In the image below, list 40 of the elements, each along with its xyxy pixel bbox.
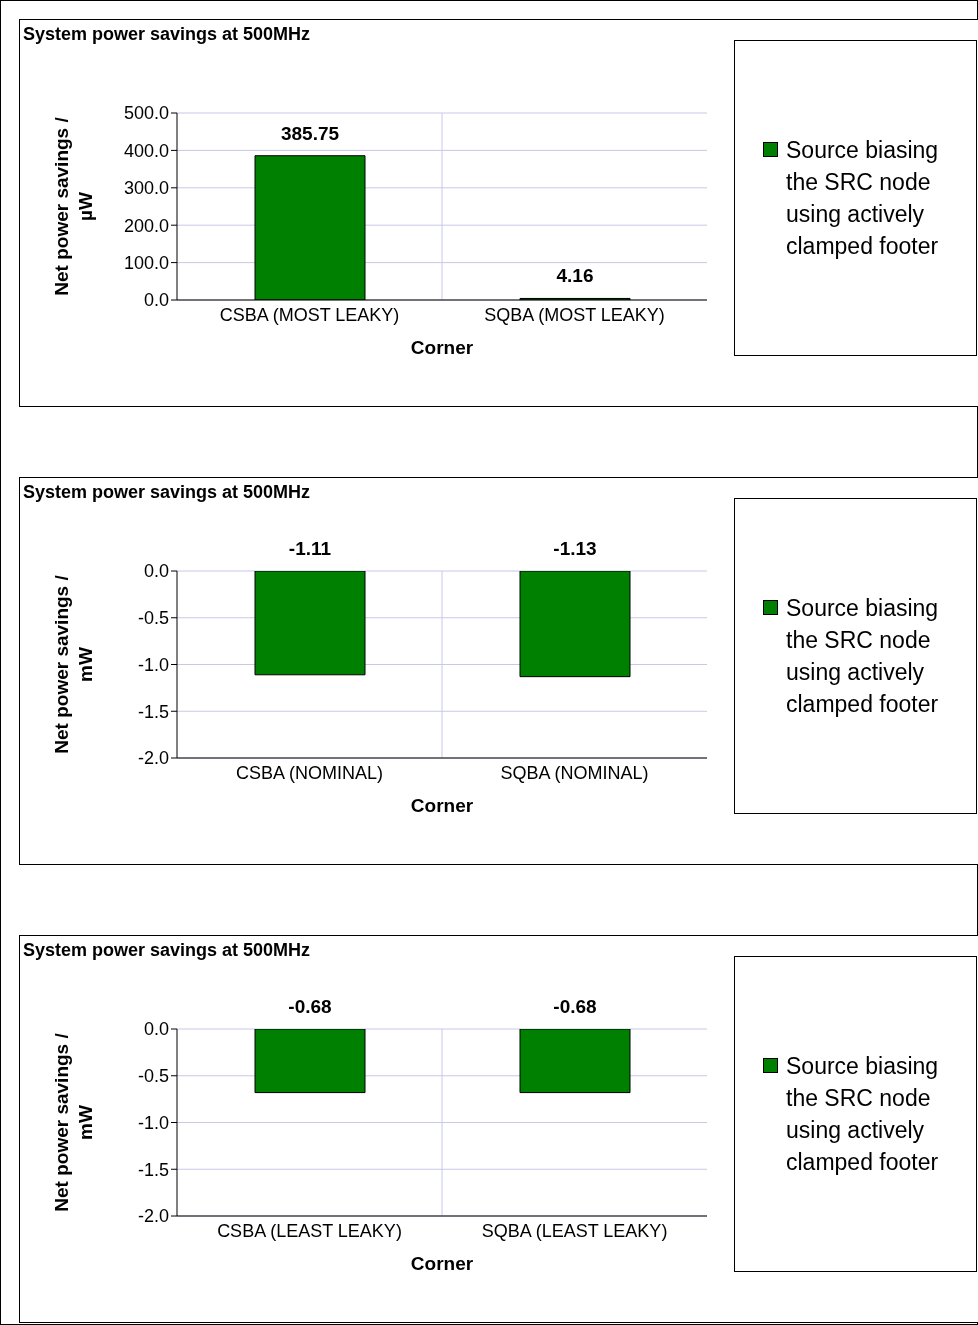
y-tick-label: 300.0 <box>123 178 169 199</box>
y-tick-label: -1.5 <box>137 701 169 722</box>
data-label: -0.68 <box>288 996 332 1017</box>
data-label: 4.16 <box>556 265 594 287</box>
y-axis-title: Net power savings / mW <box>51 574 96 754</box>
y-tick-label: -2.0 <box>137 1206 169 1227</box>
y-tick-label: -0.5 <box>137 1066 169 1087</box>
chart-title: System power savings at 500MHz <box>23 940 311 961</box>
y-tick-label: 500.0 <box>123 103 169 124</box>
x-axis-title: Corner <box>410 337 474 358</box>
y-tick-label: 0.0 <box>143 1019 169 1040</box>
y-tick-label: -1.0 <box>137 654 169 675</box>
data-label: -1.13 <box>553 538 597 559</box>
x-tick-label: CSBA (NOMINAL) <box>235 762 384 783</box>
y-tick-label: 0.0 <box>143 561 169 582</box>
y-tick-label: -1.5 <box>137 1159 169 1180</box>
y-tick-label: -2.0 <box>137 748 169 769</box>
legend-label: Source biasing the SRC node using actively clamped footer <box>786 1052 940 1177</box>
x-axis-title: Corner <box>410 795 474 816</box>
y-tick-label: 0.0 <box>143 290 169 311</box>
x-tick-label: SQBA (NOMINAL) <box>500 762 649 783</box>
chart-title: System power savings at 500MHz <box>23 24 311 45</box>
legend-label: Source biasing the SRC node using actively clamped footer <box>786 594 940 719</box>
y-tick-label: 200.0 <box>123 215 169 236</box>
legend-label: Source biasing the SRC node using actively clamped footer <box>786 136 940 261</box>
x-tick-label: CSBA (MOST LEAKY) <box>219 304 400 325</box>
chart-title: System power savings at 500MHz <box>23 482 311 503</box>
y-tick-label: -1.0 <box>137 1112 169 1133</box>
data-label: 385.75 <box>280 122 340 144</box>
y-tick-label: 100.0 <box>123 252 169 273</box>
data-label: -0.68 <box>553 996 597 1017</box>
y-axis-title: Net power savings / µW <box>51 116 96 296</box>
y-tick-label: 400.0 <box>123 140 169 161</box>
x-tick-label: SQBA (MOST LEAKY) <box>484 304 665 325</box>
y-tick-label: -0.5 <box>137 608 169 629</box>
y-axis-title: Net power savings / mW <box>51 1032 96 1212</box>
x-axis-title: Corner <box>410 1253 474 1274</box>
x-tick-label: CSBA (LEAST LEAKY) <box>217 1220 402 1241</box>
data-label: -1.11 <box>288 538 332 559</box>
x-tick-label: SQBA (LEAST LEAKY) <box>481 1220 668 1241</box>
